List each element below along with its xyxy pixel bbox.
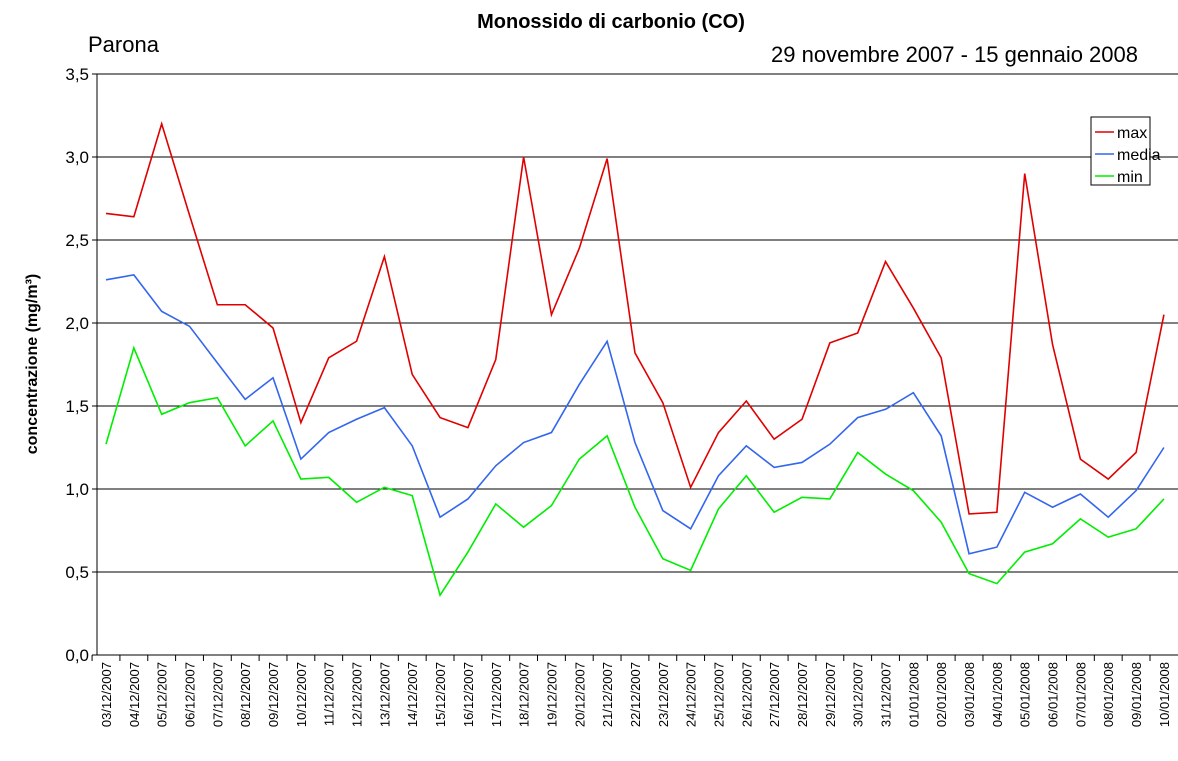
x-tick-label: 04/01/2008 [990,662,1005,727]
x-tick-label: 10/12/2007 [294,662,309,727]
chart-title: Monossido di carbonio (CO) [477,11,745,33]
x-tick-label: 03/12/2007 [99,662,114,727]
x-tick-label: 22/12/2007 [628,662,643,727]
x-tick-label: 24/12/2007 [684,662,699,727]
x-tick-label: 07/12/2007 [210,662,225,727]
y-tick-label: 3,0 [65,148,89,167]
x-tick-label: 01/01/2008 [906,662,921,727]
x-tick-label: 19/12/2007 [544,662,559,727]
x-tick-label: 21/12/2007 [600,662,615,727]
x-tick-label: 28/12/2007 [795,662,810,727]
x-tick-label: 30/12/2007 [851,662,866,727]
y-tick-label: 3,5 [65,65,89,84]
station-label: Parona [88,32,160,57]
x-tick-label: 09/12/2007 [266,662,281,727]
x-tick-label: 17/12/2007 [489,662,504,727]
x-tick-label: 05/01/2008 [1018,662,1033,727]
x-tick-label: 03/01/2008 [962,662,977,727]
legend-box [1090,116,1151,186]
x-tick-label: 13/12/2007 [377,662,392,727]
x-tick-label: 06/12/2007 [183,662,198,727]
legend-label: max [1117,125,1147,142]
x-tick-label: 05/12/2007 [155,662,170,727]
y-tick-label: 0,0 [65,646,89,665]
x-tick-label: 27/12/2007 [767,662,782,727]
x-tick-label: 29/12/2007 [823,662,838,727]
data-line [105,121,1165,515]
y-tick-label: 1,5 [65,397,89,416]
x-tick-label: 16/12/2007 [461,662,476,727]
legend-label: min [1117,169,1143,186]
x-tick-label: 04/12/2007 [127,662,142,727]
y-tick-label: 0,5 [65,563,89,582]
x-tick-label: 07/01/2008 [1073,662,1088,727]
x-tick-label: 25/12/2007 [711,662,726,727]
x-tick-label: 23/12/2007 [656,662,671,727]
data-line [105,273,1165,555]
x-tick-label: 06/01/2008 [1046,662,1061,727]
x-tick-label: 02/01/2008 [934,662,949,727]
x-tick-label: 31/12/2007 [879,662,894,727]
data-line [105,345,1165,598]
y-axis-label: concentrazione (mg/m³) [24,274,41,454]
x-tick-label: 08/12/2007 [238,662,253,727]
x-tick-label: 14/12/2007 [405,662,420,727]
x-tick-label: 26/12/2007 [739,662,754,727]
y-tick-label: 1,0 [65,480,89,499]
chart-subtitle: 29 novembre 2007 - 15 gennaio 2008 [771,42,1138,67]
legend-label: media [1117,147,1161,164]
x-tick-label: 18/12/2007 [517,662,532,727]
x-tick-label: 11/12/2007 [322,662,337,726]
y-tick-label: 2,0 [65,314,89,333]
x-tick-label: 12/12/2007 [350,662,365,727]
x-tick-label: 09/01/2008 [1129,662,1144,727]
x-tick-label: 20/12/2007 [572,662,587,727]
x-tick-label: 15/12/2007 [433,662,448,727]
y-tick-label: 2,5 [65,231,89,250]
x-tick-label: 08/01/2008 [1101,662,1116,727]
x-tick-label: 10/01/2008 [1157,662,1172,727]
